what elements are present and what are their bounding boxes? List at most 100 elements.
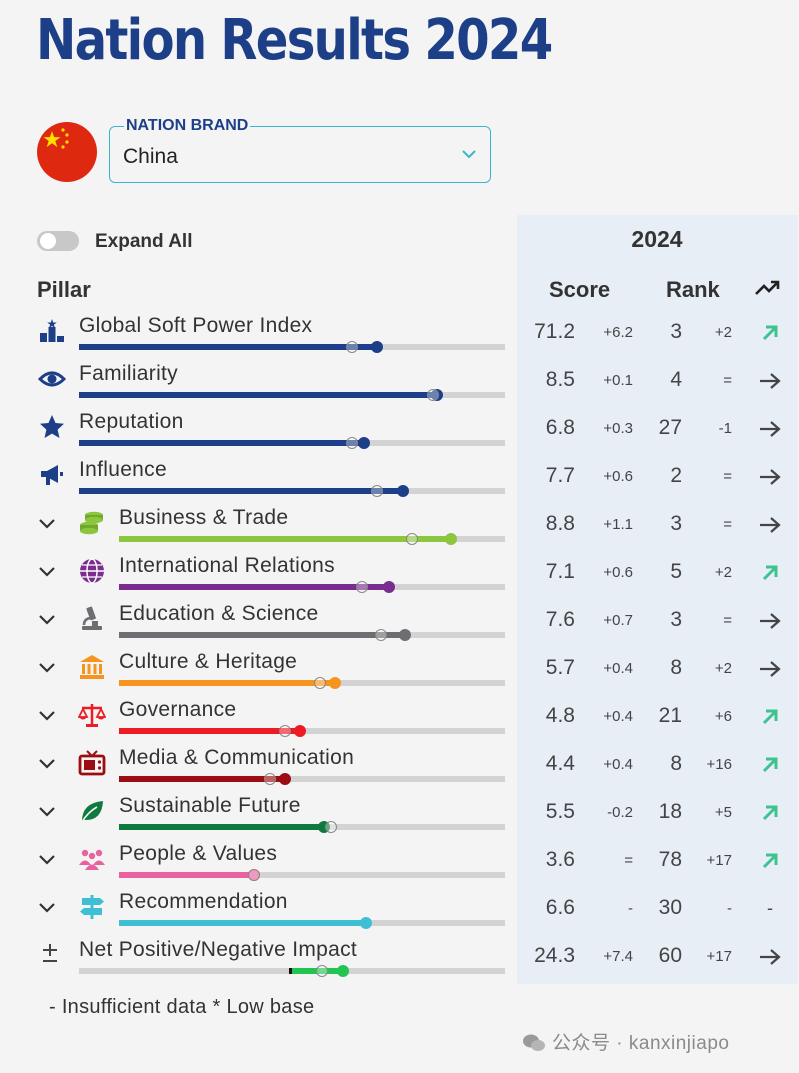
score-bar-track xyxy=(79,341,505,353)
rank-value: 3 xyxy=(670,512,682,535)
legend-footnote: - Insufficient data * Low base xyxy=(49,996,315,1018)
rank-value: 30 xyxy=(658,896,682,919)
previous-score-marker xyxy=(325,821,338,833)
score-bar-track xyxy=(119,677,505,689)
score-value: 7.7 xyxy=(545,464,575,487)
rank-change: +17 xyxy=(706,948,732,965)
current-score-marker xyxy=(398,629,411,641)
score-change: +1.1 xyxy=(603,516,633,533)
pillar-row-governance[interactable]: Governance 4.8 +0.4 21 +6 xyxy=(0,697,799,745)
trend-flat-arrow-icon xyxy=(756,418,784,440)
score-column-header: Score xyxy=(549,277,611,302)
score-value: 7.1 xyxy=(545,560,575,583)
pillar-label: Governance xyxy=(119,698,237,721)
score-change: +0.4 xyxy=(603,660,633,677)
pillar-row-education[interactable]: Education & Science 7.6 +0.7 3 = xyxy=(0,601,799,649)
people-icon xyxy=(78,845,106,873)
previous-score-marker xyxy=(356,581,369,593)
pillar-label: People & Values xyxy=(119,842,278,865)
rank-change: +2 xyxy=(714,660,732,677)
pillar-label: Sustainable Future xyxy=(119,794,301,817)
current-score-marker xyxy=(337,965,350,977)
rank-change: +2 xyxy=(714,564,732,581)
score-change: +7.4 xyxy=(603,948,633,965)
score-value: 5.7 xyxy=(545,656,575,679)
score-change: - xyxy=(628,900,633,917)
star-icon xyxy=(38,413,66,441)
current-score-marker xyxy=(278,773,291,785)
pillar-row-recommendation[interactable]: Recommendation 6.6 - 30 - - xyxy=(0,889,799,937)
trend-icon xyxy=(754,277,782,304)
chevron-down-icon[interactable] xyxy=(37,517,57,536)
score-value: 3.6 xyxy=(545,848,575,871)
rank-value: 2 xyxy=(670,464,682,487)
plus-minus-icon xyxy=(38,941,66,969)
year-results-panel xyxy=(517,215,798,984)
chevron-down-icon[interactable] xyxy=(37,613,57,632)
score-value: 4.4 xyxy=(545,752,575,775)
page-title: Nation Results 2024 xyxy=(36,8,553,73)
rank-value: 8 xyxy=(670,656,682,679)
pillar-row-media[interactable]: Media & Communication 4.4 +0.4 8 +16 xyxy=(0,745,799,793)
trend-flat-arrow-icon xyxy=(756,946,784,968)
rank-change: -1 xyxy=(718,420,732,437)
trend-up-arrow-icon xyxy=(756,706,784,728)
rank-change: +16 xyxy=(706,756,732,773)
score-bar-fill xyxy=(79,488,403,494)
rank-value: 8 xyxy=(670,752,682,775)
score-change: +6.2 xyxy=(603,324,633,341)
rank-change: +5 xyxy=(714,804,732,821)
score-change: = xyxy=(624,852,633,869)
trend-up-arrow-icon xyxy=(756,754,784,776)
current-score-marker xyxy=(396,485,409,497)
current-score-marker xyxy=(360,917,373,929)
chevron-down-icon[interactable] xyxy=(37,709,57,728)
rank-value: 3 xyxy=(670,608,682,631)
pillar-label: Reputation xyxy=(79,410,184,433)
chevron-down-icon[interactable] xyxy=(37,901,57,920)
score-bar-track xyxy=(119,629,505,641)
chevron-down-icon[interactable] xyxy=(37,805,57,824)
score-value: 4.8 xyxy=(545,704,575,727)
pillar-row-sustainable[interactable]: Sustainable Future 5.5 -0.2 18 +5 xyxy=(0,793,799,841)
expand-all-toggle[interactable] xyxy=(37,231,79,251)
score-bar-fill xyxy=(79,344,378,350)
rank-change: +17 xyxy=(706,852,732,869)
nation-brand-select[interactable]: NATION BRAND China xyxy=(109,117,491,183)
pillar-row-business[interactable]: Business & Trade 8.8 +1.1 3 = xyxy=(0,505,799,553)
score-bar-fill xyxy=(119,920,367,926)
score-value: 6.8 xyxy=(545,416,575,439)
previous-score-marker xyxy=(406,533,419,545)
trend-up-arrow-icon xyxy=(756,802,784,824)
expand-all-label: Expand All xyxy=(95,231,193,252)
pillar-row-people[interactable]: People & Values 3.6 = 78 +17 xyxy=(0,841,799,889)
rank-value: 3 xyxy=(670,320,682,343)
podium-icon xyxy=(38,317,66,345)
megaphone-icon xyxy=(38,461,66,489)
pillar-label: Media & Communication xyxy=(119,746,355,769)
pillar-row-gspi: Global Soft Power Index 71.2 +6.2 3 +2 xyxy=(0,313,799,361)
chevron-down-icon[interactable] xyxy=(37,565,57,584)
trend-up-arrow-icon xyxy=(756,322,784,344)
current-score-marker xyxy=(383,581,396,593)
rank-change: = xyxy=(723,516,732,533)
rank-value: 4 xyxy=(670,368,682,391)
score-bar-fill xyxy=(119,536,451,542)
trend-flat-arrow-icon xyxy=(756,610,784,632)
chevron-down-icon[interactable] xyxy=(37,757,57,776)
score-bar-fill xyxy=(119,584,390,590)
pillar-row-international[interactable]: International Relations 7.1 +0.6 5 +2 xyxy=(0,553,799,601)
trend-none: - xyxy=(767,898,773,918)
trend-flat-arrow-icon xyxy=(756,466,784,488)
pillar-label: Familiarity xyxy=(79,362,178,385)
score-change: -0.2 xyxy=(607,804,633,821)
current-score-marker xyxy=(329,677,342,689)
previous-score-marker xyxy=(345,341,358,353)
score-value: 5.5 xyxy=(545,800,575,823)
chevron-down-icon[interactable] xyxy=(37,661,57,680)
pillar-row-culture[interactable]: Culture & Heritage 5.7 +0.4 8 +2 xyxy=(0,649,799,697)
tv-icon xyxy=(78,749,106,777)
pillar-row-influence: Influence 7.7 +0.6 2 = xyxy=(0,457,799,505)
score-value: 7.6 xyxy=(545,608,575,631)
chevron-down-icon[interactable] xyxy=(37,853,57,872)
